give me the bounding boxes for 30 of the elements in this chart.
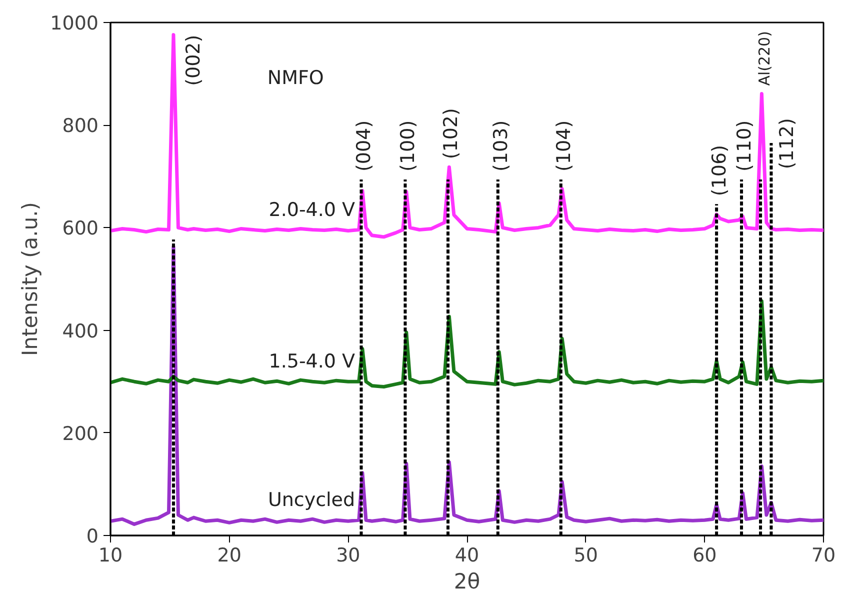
y-tick-label: 400 xyxy=(62,320,98,342)
annotation: NMFO xyxy=(267,67,324,90)
y-tick-label: 800 xyxy=(62,115,98,138)
annotation: (002) xyxy=(182,34,204,86)
series-label: 1.5-4.0 V xyxy=(268,350,356,373)
x-tick-label: 40 xyxy=(454,544,480,566)
annotation: (112) xyxy=(776,118,798,170)
annotation: (100) xyxy=(397,120,420,172)
y-tick-label: 200 xyxy=(62,422,98,445)
x-tick-label: 30 xyxy=(336,544,360,566)
x-tick-label: 70 xyxy=(811,544,836,566)
x-axis-title: 2θ xyxy=(454,570,480,594)
x-tick-label: 20 xyxy=(217,544,242,566)
annotation: (104) xyxy=(552,120,575,172)
annotation: (004) xyxy=(353,120,376,172)
x-tick-label: 60 xyxy=(692,544,717,566)
annotation: (103) xyxy=(490,120,512,172)
series-label: 2.0-4.0 V xyxy=(268,198,356,221)
annotation: (102) xyxy=(440,108,462,160)
annotation: (106) xyxy=(708,145,731,196)
x-tick-label: 50 xyxy=(574,544,598,566)
annotation: (110) xyxy=(734,120,756,172)
line-series xyxy=(110,33,824,239)
y-tick-label: 1000 xyxy=(50,12,99,34)
annotation: Al(220) xyxy=(756,31,774,86)
x-tick-label: 10 xyxy=(98,544,123,566)
series-label: Uncycled xyxy=(268,489,356,512)
y-axis-title: Intensity (a.u.) xyxy=(18,202,42,356)
y-tick-label: 0 xyxy=(86,526,99,548)
y-tick-label: 600 xyxy=(62,218,98,240)
